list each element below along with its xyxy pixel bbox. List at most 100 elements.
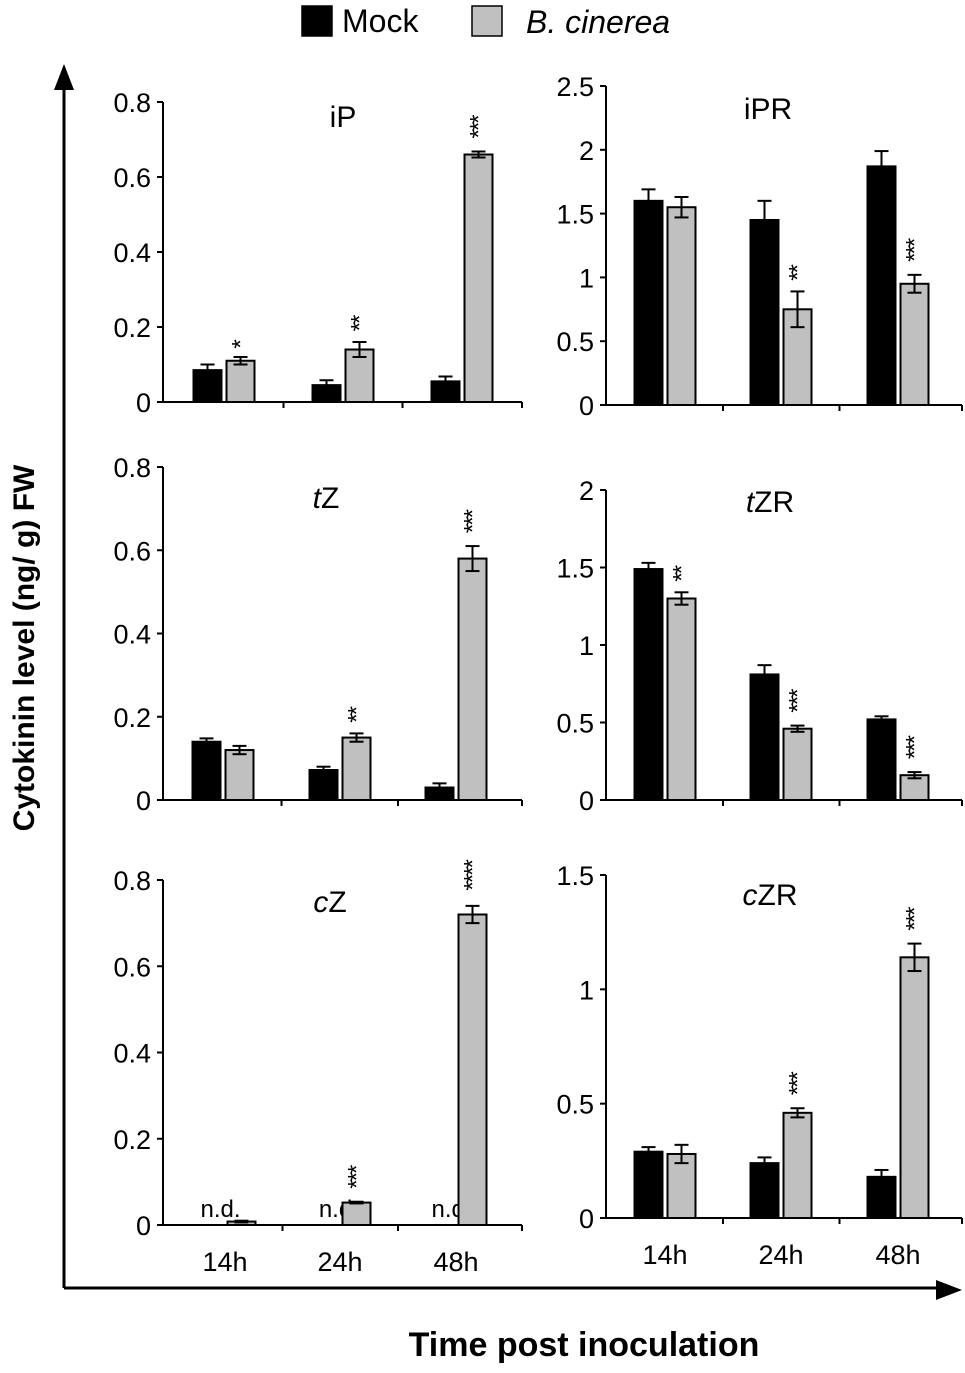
significance-stars: *** xyxy=(466,115,493,139)
bar-infected-14h xyxy=(666,1152,697,1220)
panel-title-prefix: c xyxy=(743,879,758,912)
y-tick-label: 0.8 xyxy=(113,866,151,896)
panel-title: iPR xyxy=(744,93,792,126)
panel-title-main: iPR xyxy=(744,93,792,126)
y-tick-label: 0.6 xyxy=(113,952,151,982)
y-tick-label: 0 xyxy=(136,388,151,418)
y-tick-label: 0 xyxy=(579,786,594,816)
y-tick-label: 1 xyxy=(579,975,594,1005)
bar-mock-24h xyxy=(749,218,780,406)
chart-panel-tz: 00.20.40.60.8tZ***** xyxy=(113,453,523,816)
x-tick-label-24h: 24h xyxy=(758,1240,803,1270)
bar-mock-48h xyxy=(866,718,897,802)
bar-infected-14h xyxy=(666,597,697,801)
y-tick-label: 0.5 xyxy=(556,1090,594,1120)
legend: Mock B. cinerea xyxy=(301,3,670,40)
bar-mock-48h xyxy=(866,165,897,406)
panel-title: tZR xyxy=(746,486,794,519)
y-tick-label: 0 xyxy=(136,786,151,816)
chart-panel-czr: 0 0.5 1 1.5 cZR *** *** 14h 24h 48h xyxy=(556,861,963,1270)
bar-infected-14h xyxy=(666,206,697,406)
significance-stars: *** xyxy=(902,238,929,262)
significance-stars: ** xyxy=(785,264,812,280)
y-tick-label: 0.8 xyxy=(113,453,151,483)
bar-mock-24h xyxy=(308,769,339,802)
significance-stars: *** xyxy=(460,509,487,533)
y-tick-label: 0 xyxy=(579,1204,594,1234)
chart-panel-ip: 00.20.40.60.8 iP****** xyxy=(113,88,523,418)
y-tick-label: 0 xyxy=(136,1211,151,1241)
legend-label-mock: Mock xyxy=(342,3,419,39)
y-tick-label: 0.4 xyxy=(113,238,151,268)
significance-stars: **** xyxy=(460,860,487,891)
bar-infected-24h xyxy=(782,727,813,802)
panel-title: tZ xyxy=(313,482,340,515)
panels: 00.20.40.60.8 iP******00.511.522.5iPR****… xyxy=(113,72,963,1277)
y-tick-label: 0.2 xyxy=(113,1125,151,1155)
not-detected-label: n.d. xyxy=(200,1196,240,1223)
bar-mock-14h xyxy=(633,199,664,406)
bar-infected-48h xyxy=(463,153,494,403)
y-tick-label: 1.5 xyxy=(556,554,594,584)
outer-x-arrowhead xyxy=(936,1280,962,1300)
legend-swatch-mock xyxy=(301,5,333,37)
panel-title-main: Z xyxy=(321,482,339,515)
panel-title-main: ZR xyxy=(754,486,794,519)
y-tick-label: 0.2 xyxy=(113,703,151,733)
bar-mock-24h xyxy=(749,1162,780,1219)
significance-stars: ** xyxy=(347,315,374,331)
y-tick-label: 2 xyxy=(579,476,594,506)
y-tick-label: 2.5 xyxy=(556,72,594,102)
y-tick-label: 0.2 xyxy=(113,313,151,343)
y-tick-label: 0.4 xyxy=(113,620,151,650)
panel-title: cZR xyxy=(743,879,798,912)
significance-stars: *** xyxy=(785,689,812,713)
x-tick-label-14h: 14h xyxy=(202,1247,247,1277)
bar-infected-48h xyxy=(457,913,488,1226)
bar-infected-24h xyxy=(782,1111,813,1220)
bar-infected-24h xyxy=(341,1201,372,1226)
bar-infected-48h xyxy=(457,557,488,802)
y-tick-label: 1.5 xyxy=(556,200,594,230)
significance-stars: *** xyxy=(785,1072,812,1096)
panel-title: iP xyxy=(330,101,357,134)
bar-infected-48h xyxy=(899,956,930,1219)
y-axis-label: Cytokinin level (ng/ g) FW xyxy=(8,464,41,831)
panel-title-prefix: c xyxy=(313,886,328,919)
significance-stars: *** xyxy=(344,1165,371,1189)
y-tick-label: 1 xyxy=(579,263,594,293)
bar-mock-24h xyxy=(749,673,780,802)
bar-mock-14h xyxy=(633,1150,664,1219)
legend-label-infected: B. cinerea xyxy=(526,4,670,40)
y-tick-label: 0.5 xyxy=(556,709,594,739)
legend-swatch-infected xyxy=(471,5,503,37)
bar-mock-14h xyxy=(191,740,222,801)
chart-panel-tzr: 00.511.52 tZR******** xyxy=(556,476,963,816)
y-tick-label: 0.5 xyxy=(556,327,594,357)
panel-title-main: iP xyxy=(330,101,357,134)
bar-infected-14h xyxy=(224,749,255,801)
x-tick-label-14h: 14h xyxy=(642,1240,687,1270)
significance-stars: *** xyxy=(902,907,929,931)
x-tick-label-48h: 48h xyxy=(433,1247,478,1277)
panel-title-main: Z xyxy=(328,886,346,919)
y-tick-label: 0.8 xyxy=(113,88,151,118)
bar-infected-48h xyxy=(899,282,930,406)
panel-title-prefix: t xyxy=(746,486,756,519)
y-tick-label: 0.6 xyxy=(113,163,151,193)
panel-title-prefix: t xyxy=(313,482,323,515)
panel-title-main: ZR xyxy=(758,879,798,912)
y-tick-label: 1.5 xyxy=(556,861,594,891)
y-tick-label: 0.4 xyxy=(113,1039,151,1069)
significance-stars: *** xyxy=(902,735,929,759)
y-tick-label: 1 xyxy=(579,631,594,661)
panel-title: cZ xyxy=(313,886,346,919)
outer-y-arrowhead xyxy=(54,64,74,90)
y-tick-label: 2 xyxy=(579,136,594,166)
outer-axes xyxy=(54,64,962,1300)
bar-infected-14h xyxy=(225,359,256,403)
y-tick-label: 0 xyxy=(579,391,594,421)
bar-infected-24h xyxy=(341,736,372,801)
